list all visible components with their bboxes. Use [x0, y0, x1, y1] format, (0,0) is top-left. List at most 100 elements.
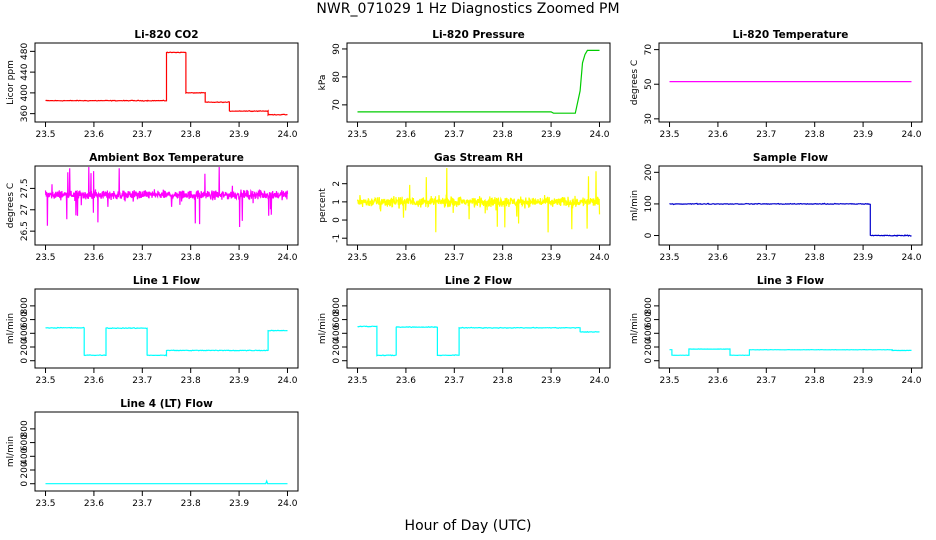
x-tick-label: 23.6 [396, 376, 416, 386]
panel-ambient-box-temperature: Ambient Box Temperature 23.5 23.6 23.7 23.8 2… [6, 152, 299, 263]
x-tick-label: 24.0 [589, 253, 609, 263]
y-tick-label: 30 [644, 113, 654, 125]
y-tick-label: 800 [20, 297, 30, 314]
x-tick-label: 24.0 [277, 130, 297, 140]
x-tick-label: 23.7 [756, 253, 776, 263]
x-tick-label: 23.9 [229, 253, 249, 263]
x-tick-label: 23.5 [659, 130, 679, 140]
y-tick-label: 2 [332, 181, 342, 187]
y-axis-label: ml/min [630, 190, 640, 221]
plot-frame [658, 165, 923, 246]
x-tick-label: 23.9 [853, 130, 873, 140]
series-line-li-820-pressure [357, 49, 600, 114]
series-line-li-820-co2 [45, 51, 288, 117]
panel-li-820-temperature: Li-820 Temperature 23.5 23.6 23.7 23.8 23.9 24… [630, 29, 923, 140]
y-tick-label: 200 [332, 338, 342, 355]
x-tick-label: 23.7 [132, 130, 152, 140]
x-tick-label: 24.0 [277, 253, 297, 263]
x-tick-label: 23.9 [229, 376, 249, 386]
plot-frame [34, 165, 299, 246]
figure-title: NWR_071029 1 Hz Diagnostics Zoomed PM [316, 1, 620, 17]
y-tick-label: 800 [20, 420, 30, 437]
x-tick-label: 24.0 [901, 376, 921, 386]
y-tick-label: 70 [332, 99, 342, 111]
y-tick-label: 0 [644, 232, 654, 238]
x-tick-label: 23.5 [35, 253, 55, 263]
x-tick-label: 23.8 [805, 130, 825, 140]
y-tick-label: 100 [644, 195, 654, 212]
series-line-gas-stream-rh [356, 167, 601, 233]
y-tick-label: 0 [332, 217, 342, 223]
x-tick-label: 23.6 [708, 376, 728, 386]
y-tick-label: 27 [20, 204, 30, 215]
panel-line-3-flow: Line 3 Flow 23.5 23.6 23.7 23.8 23.9 24.0 0 2004… [630, 275, 923, 386]
y-tick-label: 400 [20, 447, 30, 464]
y-axis-label: ml/min [6, 436, 16, 467]
panel-li-820-pressure: Li-820 Pressure 23.5 23.6 23.7 23.8 23.9 24.0 7… [318, 29, 611, 140]
panel-title: Li-820 Pressure [432, 29, 525, 41]
x-tick-label: 23.6 [84, 376, 104, 386]
panel-line-4-lt-flow: Line 4 (LT) Flow 23.5 23.6 23.7 23.8 23.9 24.0… [6, 398, 299, 509]
x-tick-label: 23.8 [493, 376, 513, 386]
series-line-line-3-flow [669, 348, 912, 357]
x-tick-label: 23.6 [708, 253, 728, 263]
y-axis-label: ml/min [6, 313, 16, 344]
x-tick-label: 23.8 [181, 253, 201, 263]
plot-frame [34, 42, 299, 123]
panel-title: Line 2 Flow [445, 275, 512, 287]
y-tick-label: 440 [20, 63, 30, 80]
x-tick-label: 23.7 [756, 376, 776, 386]
y-axis-label: degrees C [630, 60, 640, 105]
x-tick-label: 23.6 [84, 499, 104, 509]
panel-line-1-flow: Line 1 Flow 23.5 23.6 23.7 23.8 23.9 24.0 0 2004… [6, 275, 299, 386]
x-tick-label: 23.8 [493, 253, 513, 263]
panel-li-820-co2: Li-820 CO2 23.5 23.6 23.7 23.8 23.9 24.0 360 400… [6, 29, 299, 140]
panel-title: Li-820 CO2 [134, 29, 198, 41]
plot-frame [346, 288, 611, 369]
x-tick-label: 23.9 [853, 253, 873, 263]
y-tick-label: 70 [644, 44, 654, 56]
x-tick-label: 23.5 [659, 376, 679, 386]
y-axis-label: degrees C [6, 183, 16, 228]
y-tick-label: 600 [644, 311, 654, 328]
x-tick-label: 23.7 [132, 499, 152, 509]
x-tick-label: 23.5 [347, 253, 367, 263]
series-line-line-2-flow [357, 325, 600, 357]
plot-frame [346, 42, 611, 123]
x-tick-label: 23.9 [541, 376, 561, 386]
y-tick-label: 200 [20, 461, 30, 478]
y-tick-label: 80 [332, 71, 342, 83]
x-tick-label: 24.0 [589, 130, 609, 140]
x-tick-label: 23.5 [35, 130, 55, 140]
x-tick-label: 23.8 [181, 376, 201, 386]
panel-sample-flow: Sample Flow 23.5 23.6 23.7 23.8 23.9 24.0 0 100 2… [630, 152, 923, 263]
y-tick-label: 26.5 [20, 221, 30, 241]
x-tick-label: 24.0 [901, 253, 921, 263]
x-tick-label: 23.6 [708, 130, 728, 140]
y-tick-label: 360 [20, 105, 30, 122]
x-tick-label: 23.8 [181, 499, 201, 509]
y-tick-label: 200 [20, 338, 30, 355]
y-axis-label: kPa [318, 75, 328, 91]
panel-title: Line 4 (LT) Flow [120, 398, 213, 410]
x-tick-label: 23.9 [229, 130, 249, 140]
x-tick-label: 23.7 [444, 253, 464, 263]
x-tick-label: 23.6 [396, 130, 416, 140]
plot-frame [34, 411, 299, 492]
x-tick-label: 24.0 [589, 376, 609, 386]
x-tick-label: 23.9 [541, 253, 561, 263]
x-tick-label: 23.5 [347, 376, 367, 386]
y-tick-label: 400 [644, 324, 654, 341]
plot-frame [658, 288, 923, 369]
y-tick-label: 200 [644, 338, 654, 355]
y-tick-label: 0 [20, 481, 30, 487]
x-tick-label: 24.0 [277, 376, 297, 386]
y-tick-label: -1 [332, 234, 342, 243]
x-tick-label: 23.5 [347, 130, 367, 140]
y-tick-label: 600 [332, 311, 342, 328]
panel-title: Sample Flow [753, 152, 828, 164]
x-tick-label: 23.6 [84, 130, 104, 140]
y-axis-label: ml/min [630, 313, 640, 344]
y-tick-label: 0 [332, 358, 342, 364]
